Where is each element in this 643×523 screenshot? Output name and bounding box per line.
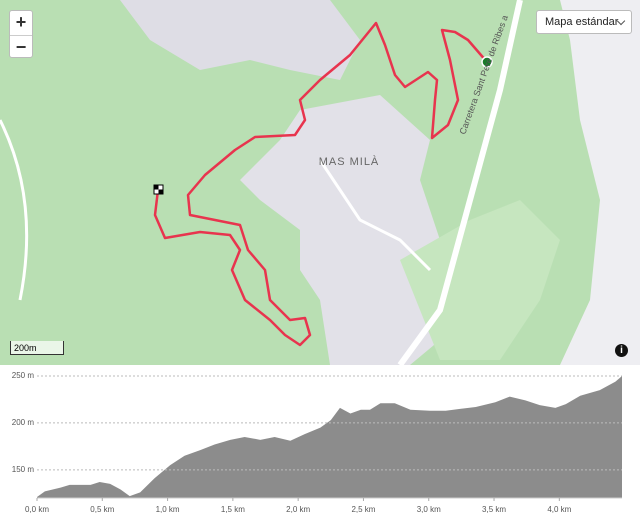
y-tick-label: 150 m [12,465,35,474]
map-tiles: MAS MILÀ Carretera Sant Pere de Ribes a [0,0,640,365]
x-tick-label: 0,0 km [25,505,49,514]
layer-dropdown[interactable]: Mapa estándar [536,10,632,34]
zoom-out-button[interactable]: − [15,37,27,57]
y-tick-label: 200 m [12,418,35,427]
road [397,0,523,365]
x-tick-label: 4,0 km [547,505,571,514]
x-tick-label: 0,5 km [90,505,114,514]
x-tick-label: 1,0 km [156,505,180,514]
x-tick-label: 3,0 km [417,505,441,514]
elevation-chart: 150 m 200 m 250 m 0,0 km 0,5 km 1,0 km 1,5 km 2… [12,371,622,514]
bare-area [560,0,640,365]
x-tick-label: 1,5 km [221,505,245,514]
scale-bar: 200m [10,341,64,355]
urban-area [240,95,440,365]
place-label: MAS MILÀ [319,155,380,168]
zoom-controls: + − [9,10,33,58]
elevation-area [37,376,622,498]
finish-marker [158,189,163,194]
urban-area [120,0,360,80]
map[interactable]: MAS MILÀ Carretera Sant Pere de Ribes a … [0,0,640,365]
route [153,21,488,347]
x-tick-label: 2,0 km [286,505,310,514]
zoom-in-button[interactable]: + [10,11,32,36]
start-marker [481,56,493,68]
field [400,200,560,360]
x-tick-label: 2,5 km [351,505,375,514]
finish-marker [154,185,159,190]
info-button[interactable]: i [615,344,628,357]
layer-label: Mapa estándar [545,16,619,28]
road [0,119,29,301]
y-tick-label: 250 m [12,371,35,380]
road [318,159,432,272]
x-tick-label: 3,5 km [482,505,506,514]
